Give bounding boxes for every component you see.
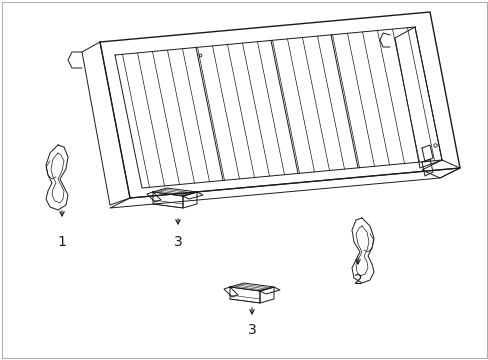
Text: 2: 2 bbox=[353, 273, 362, 287]
Text: 3: 3 bbox=[247, 323, 256, 337]
Text: 3: 3 bbox=[173, 235, 182, 249]
Text: 1: 1 bbox=[58, 235, 66, 249]
